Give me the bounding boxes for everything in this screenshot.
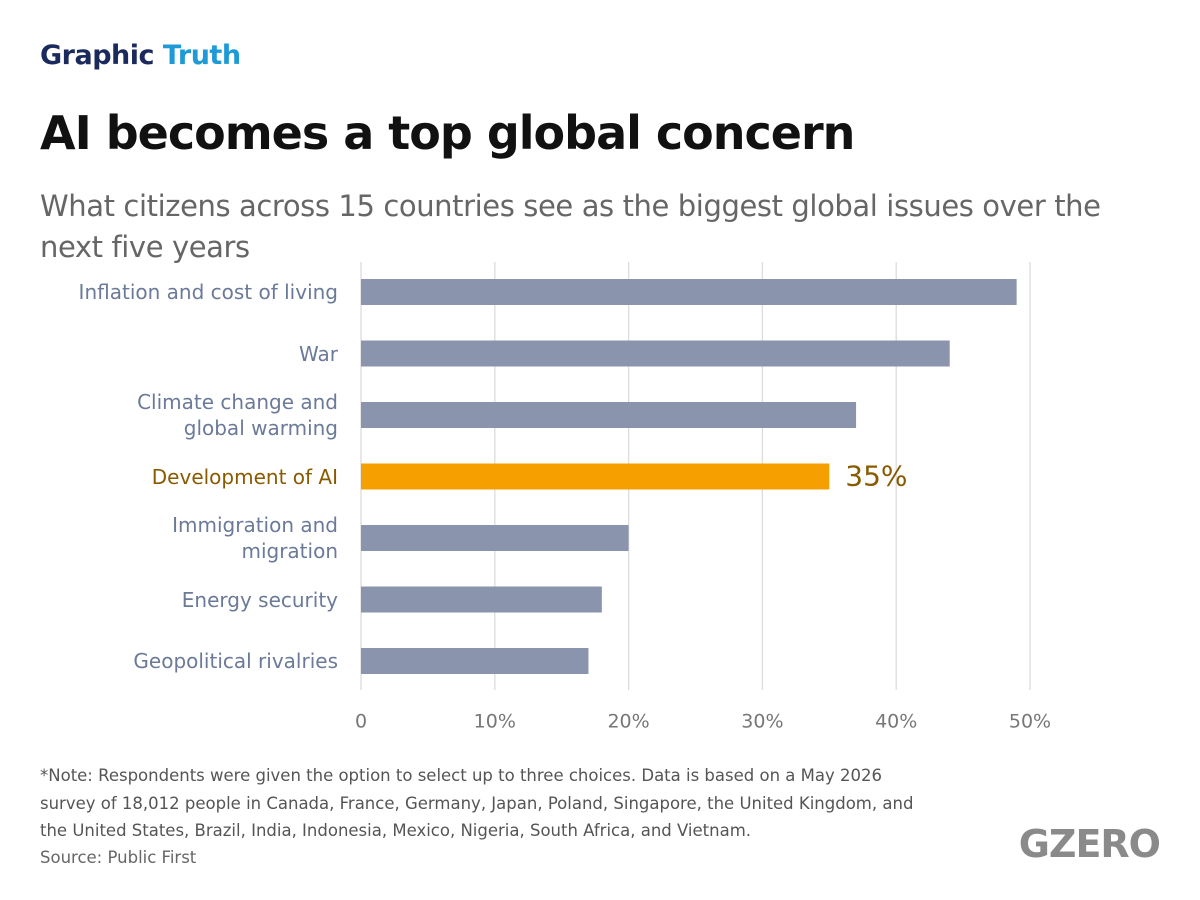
bar bbox=[361, 525, 629, 551]
category-label: Inflation and cost of living bbox=[78, 280, 338, 304]
category-label: Immigration and migration bbox=[172, 513, 338, 563]
category-label: Energy security bbox=[181, 587, 338, 612]
category-label: Climate change and global warming bbox=[137, 390, 338, 440]
category-label: Geopolitical rivalries bbox=[133, 649, 338, 673]
x-tick-label: 40% bbox=[875, 711, 917, 733]
x-tick-label: 30% bbox=[741, 711, 783, 733]
x-tick-label: 20% bbox=[607, 711, 649, 733]
brand: Graphic Truth bbox=[40, 40, 241, 71]
category-label: War bbox=[299, 341, 338, 366]
brand-first: Graphic bbox=[40, 40, 155, 71]
note-line: the United States, Brazil, India, Indone… bbox=[40, 821, 752, 840]
note-line: *Note: Respondents were given the option… bbox=[40, 766, 882, 785]
chart-title: AI becomes a top global concern bbox=[40, 106, 855, 160]
bar bbox=[361, 402, 857, 428]
bar bbox=[361, 648, 589, 674]
chart-subtitle: What citizens across 15 countries see as… bbox=[40, 189, 1101, 264]
x-tick-label: 0 bbox=[355, 711, 367, 733]
x-tick-label: 50% bbox=[1009, 711, 1051, 733]
source: Source: Public First bbox=[40, 848, 197, 867]
category-label: Development of AI bbox=[151, 464, 338, 489]
bar bbox=[361, 279, 1017, 305]
bar bbox=[361, 340, 950, 367]
value-label: 35% bbox=[845, 460, 907, 493]
bar bbox=[361, 586, 602, 613]
bar bbox=[361, 463, 830, 490]
brand-second: Truth bbox=[162, 40, 241, 71]
note-line: survey of 18,012 people in Canada, Franc… bbox=[40, 793, 914, 813]
x-tick-label: 10% bbox=[474, 711, 516, 733]
note: *Note: Respondents were given the option… bbox=[40, 762, 913, 845]
logo: GZERO bbox=[1018, 822, 1161, 866]
